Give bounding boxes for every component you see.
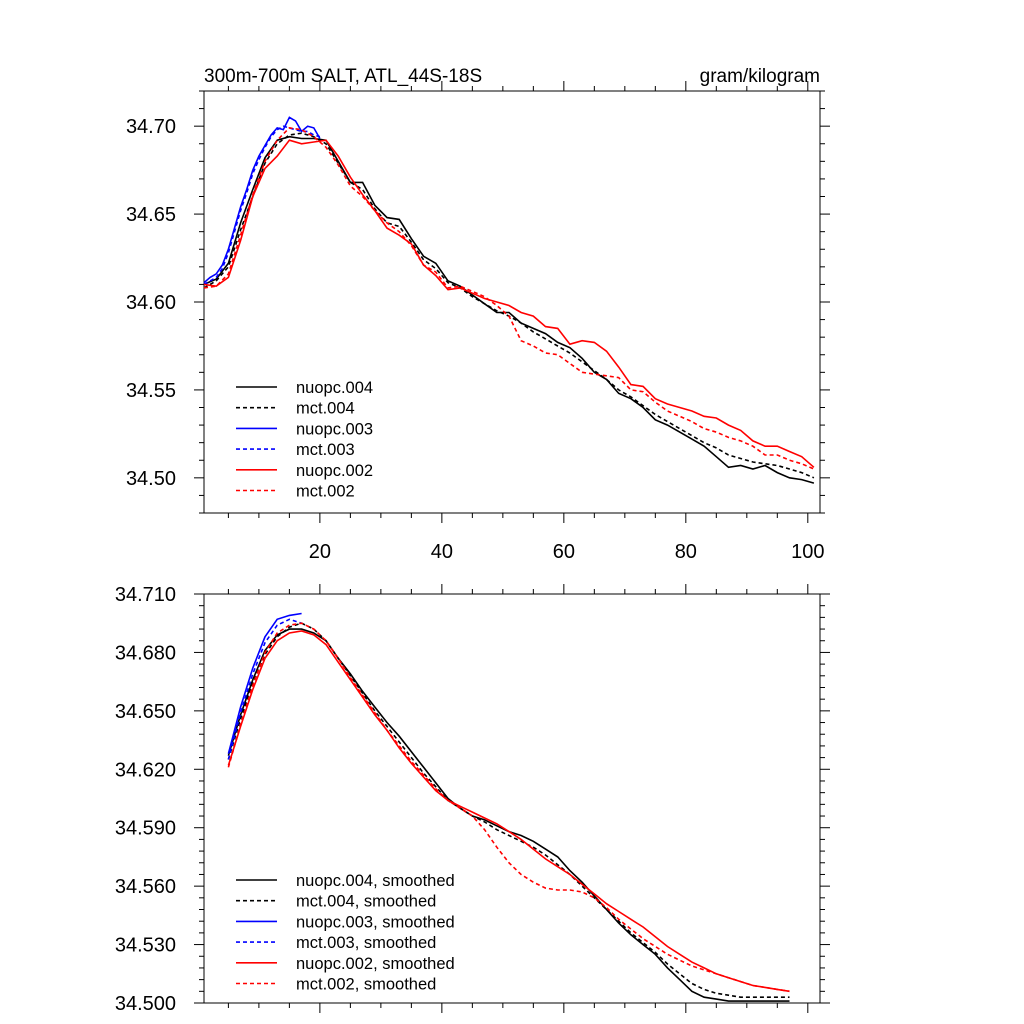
series-line-nuopc-003 (203, 116, 321, 284)
y-tick-label: 34.60 (126, 292, 176, 314)
series-line-mct-002-smoothed (227, 622, 790, 993)
series-line-nuopc-004 (203, 135, 815, 484)
units-label: gram/kilogram (700, 66, 820, 87)
legend-label: nuopc.004, smoothed (296, 872, 455, 890)
legend-label: nuopc.003 (296, 420, 373, 438)
top-panel: 300m-700m SALT, ATL_44S-18S gram/kilogra… (126, 66, 830, 563)
legend-label: mct.003, smoothed (296, 934, 436, 952)
series-line-mct-004-smoothed (227, 622, 790, 999)
legend-label: mct.004 (296, 400, 355, 418)
legend-label: mct.002, smoothed (296, 976, 436, 994)
y-tick-label: 34.620 (115, 759, 176, 781)
y-tick-label: 34.590 (115, 818, 176, 840)
legend-label: nuopc.003, smoothed (296, 913, 455, 931)
x-tick-label: 20 (309, 541, 331, 563)
y-tick-label: 34.65 (126, 204, 176, 226)
y-tick-label: 34.70 (126, 116, 176, 138)
y-tick-label: 34.680 (115, 642, 176, 664)
legend-label: mct.004, smoothed (296, 893, 436, 911)
series-line-mct-003-smoothed (227, 618, 302, 760)
legend-label: nuopc.002, smoothed (296, 955, 455, 973)
y-tick-label: 34.560 (115, 876, 176, 898)
x-tick-label: 80 (675, 541, 697, 563)
series-line-nuopc-002 (203, 139, 815, 468)
x-tick-label: 40 (431, 541, 453, 563)
y-tick-label: 34.650 (115, 701, 176, 723)
legend-label: nuopc.002 (296, 462, 373, 480)
series-line-mct-002 (203, 127, 815, 470)
bottom-panel: 34.500 34.530 34.560 34.590 34.620 34.650 34.6… (115, 584, 830, 1015)
chart-title: 300m-700m SALT, ATL_44S-18S (204, 66, 482, 87)
series-line-nuopc-002-smoothed (227, 630, 790, 993)
y-tick-label: 34.500 (115, 993, 176, 1015)
legend-label: mct.002 (296, 483, 355, 501)
x-tick-label: 60 (553, 541, 575, 563)
series-line-nuopc-003-smoothed (227, 612, 302, 754)
y-tick-label: 34.55 (126, 380, 176, 402)
y-tick-label: 34.710 (115, 584, 176, 606)
legend-label: nuopc.004 (296, 379, 373, 397)
y-tick-label: 34.530 (115, 935, 176, 957)
plot-frame (203, 593, 821, 1004)
x-tick-label: 100 (791, 541, 824, 563)
y-tick-label: 34.50 (126, 468, 176, 490)
legend-label: mct.003 (296, 441, 355, 459)
